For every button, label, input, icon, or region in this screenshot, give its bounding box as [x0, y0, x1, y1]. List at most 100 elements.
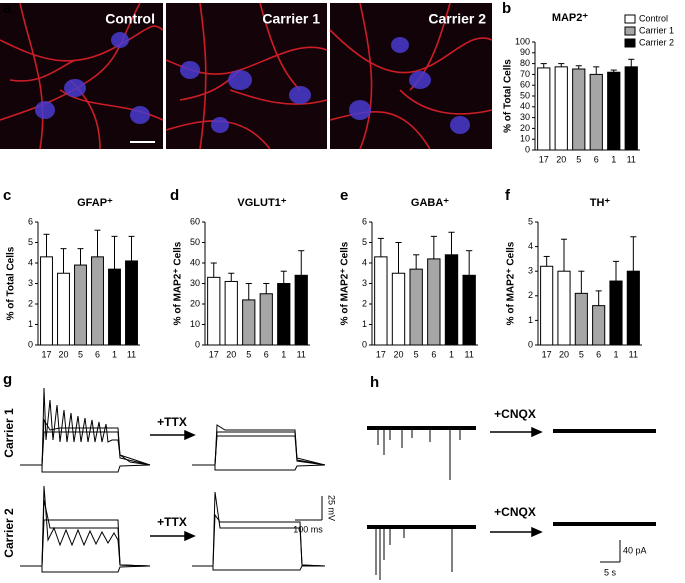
x-tick-label: 11 — [629, 349, 638, 359]
bar — [259, 293, 273, 346]
y-axis-label: % of Total Cells — [6, 246, 17, 320]
image — [0, 3, 163, 149]
bar — [574, 292, 588, 346]
y-tick-label: 20 — [520, 123, 530, 133]
legend-label: Control — [639, 13, 668, 23]
x-tick-label: 17 — [41, 349, 51, 359]
bar — [391, 272, 406, 346]
x-tick-label: 20 — [556, 154, 566, 164]
x-tick-label: 17 — [209, 349, 219, 359]
bar — [91, 256, 104, 346]
y-tick-label: 100 — [515, 36, 530, 46]
legend-swatch — [624, 14, 636, 24]
y-tick-label: 5 — [528, 216, 533, 226]
bar — [40, 256, 53, 346]
x-tick-label: 20 — [58, 349, 68, 359]
chart-title: GFAP⁺ — [77, 197, 113, 209]
x-tick-label: 20 — [559, 349, 569, 359]
y-tick-label: 50 — [520, 90, 530, 100]
x-tick-label: 5 — [579, 349, 584, 359]
x-tick-label: 5 — [576, 154, 581, 164]
x-tick-label: 5 — [414, 349, 419, 359]
y-tick-label: 60 — [190, 216, 200, 226]
bar — [294, 274, 308, 346]
panel-letter: f — [505, 187, 511, 204]
y-tick-label: 70 — [520, 69, 530, 79]
y-tick-label: 2 — [362, 298, 367, 308]
y-tick-label: 5 — [28, 237, 33, 247]
x-tick-label: 1 — [112, 349, 117, 359]
y-tick-label: 30 — [520, 112, 530, 122]
chart-title: TH⁺ — [590, 197, 611, 209]
y-tick-label: 3 — [362, 278, 367, 288]
bar — [557, 270, 571, 346]
x-tick-label: 6 — [95, 349, 100, 359]
treatment-label: +CNQX — [494, 407, 536, 421]
y-axis-label: % of MAP2⁺ Cells — [340, 241, 351, 325]
bar — [125, 260, 138, 346]
treatment-label: +TTX — [157, 415, 187, 429]
bar — [409, 268, 423, 346]
panel-letter: d — [170, 187, 179, 204]
treatment-label: +CNQX — [494, 505, 536, 519]
y-tick-label: 4 — [528, 241, 533, 251]
x-tick-label: 1 — [613, 349, 618, 359]
x-tick-label: 17 — [542, 349, 552, 359]
bar — [592, 305, 606, 346]
y-tick-label: 6 — [28, 216, 33, 226]
y-axis-label: % of MAP2⁺ Cells — [506, 241, 517, 325]
y-tick-label: 0 — [525, 144, 530, 154]
treatment-label: +TTX — [157, 515, 187, 529]
row-label: Carrier 2 — [2, 508, 16, 558]
y-tick-label: 30 — [190, 278, 200, 288]
x-tick-label: 5 — [78, 349, 83, 359]
y-tick-label: 1 — [28, 319, 33, 329]
traces — [367, 426, 656, 580]
x-tick-label: 11 — [297, 349, 306, 359]
x-tick-label: 1 — [611, 154, 616, 164]
panel-letter: e — [340, 187, 348, 204]
bar — [540, 265, 554, 346]
x-tick-label: 6 — [594, 154, 599, 164]
bar — [537, 67, 551, 151]
micrographs — [0, 2, 493, 150]
x-tick-label: 11 — [127, 349, 136, 359]
x-tick-label: 20 — [226, 349, 236, 359]
y-tick-label: 20 — [190, 298, 200, 308]
bar — [444, 254, 459, 346]
y-tick-label: 80 — [520, 58, 530, 68]
y-tick-label: 2 — [28, 298, 33, 308]
x-tick-label: 11 — [464, 349, 473, 359]
bar — [108, 268, 121, 346]
bar — [609, 280, 623, 346]
x-tick-label: 17 — [376, 349, 386, 359]
y-tick-label: 3 — [528, 266, 533, 276]
image-label: Carrier 1 — [262, 11, 320, 27]
y-axis-label: % of Total Cells — [503, 59, 514, 133]
bar — [57, 272, 70, 346]
chart-title: GABA⁺ — [411, 197, 449, 209]
legend-label: Carrier 2 — [639, 37, 674, 47]
bar — [242, 299, 256, 346]
panel-letter: g — [3, 371, 12, 388]
x-tick-label: 6 — [264, 349, 269, 359]
row-label: Carrier 1 — [2, 408, 16, 458]
scale-label: 5 s — [604, 567, 617, 577]
image-label: Carrier 2 — [428, 11, 486, 27]
x-tick-label: 1 — [449, 349, 454, 359]
legend-swatch — [624, 26, 636, 36]
y-tick-label: 90 — [520, 47, 530, 57]
y-tick-label: 0 — [195, 339, 200, 349]
y-tick-label: 10 — [520, 134, 530, 144]
panel-letter: h — [370, 374, 379, 391]
y-tick-label: 50 — [190, 237, 200, 247]
bar — [554, 66, 568, 151]
y-tick-label: 3 — [28, 278, 33, 288]
scale-label: 25 mV — [327, 495, 337, 521]
bar — [589, 73, 603, 151]
bar — [277, 283, 291, 346]
y-tick-label: 1 — [362, 319, 367, 329]
x-tick-label: 17 — [539, 154, 549, 164]
y-tick-label: 1 — [528, 315, 533, 325]
